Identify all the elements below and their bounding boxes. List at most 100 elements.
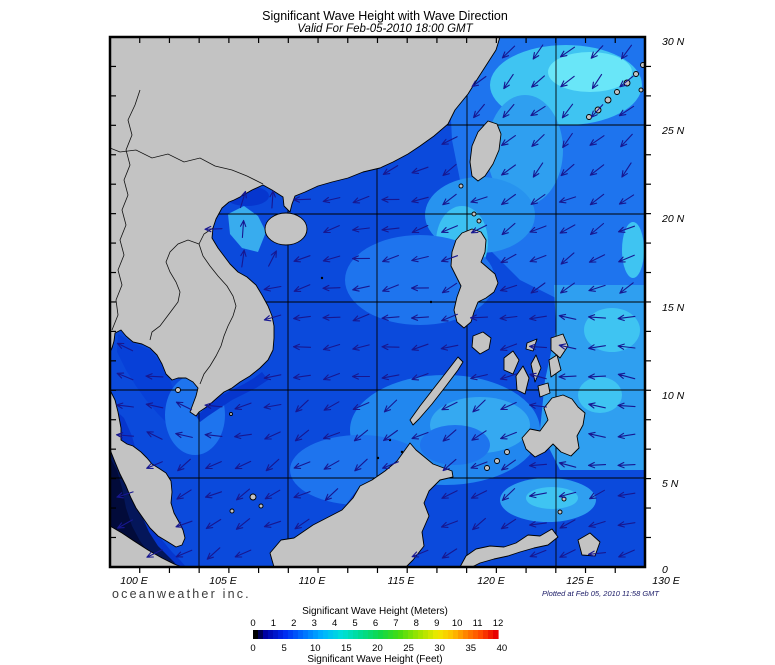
wave-direction-arrow (204, 225, 223, 233)
figure-subtitle: Valid For Feb-05-2010 18:00 GMT (297, 23, 473, 35)
wave-direction-arrow (293, 255, 311, 263)
wave-direction-arrow (294, 429, 310, 442)
wave-direction-arrow (175, 549, 193, 558)
wave-direction-arrow (323, 225, 340, 234)
land-negros (515, 365, 530, 395)
plotted-timestamp: Plotted at Feb 05, 2010 11:58 GMT (542, 589, 660, 598)
wave-direction-arrow (587, 461, 607, 469)
lat-label: 25 N (661, 125, 685, 137)
wave-direction-arrow (176, 489, 192, 500)
colorbar-segment (318, 630, 324, 639)
wave-direction-arrow (295, 399, 309, 413)
lat-label: 30 N (662, 36, 685, 48)
colorbar-segment (393, 630, 399, 639)
wave-direction-arrow (617, 432, 636, 440)
wave-direction-arrow (293, 314, 311, 322)
legend-feet-tick: 20 (372, 643, 383, 654)
wave-direction-arrow (529, 314, 547, 322)
land-layer (109, 36, 646, 568)
wave-direction-arrow (503, 73, 514, 90)
islet-speck (400, 450, 404, 454)
wave-direction-arrow (530, 194, 546, 205)
islet (604, 96, 612, 104)
wave-direction-arrow (558, 196, 577, 204)
islet (484, 465, 490, 471)
islet (249, 493, 257, 501)
wave-direction-arrow (473, 103, 485, 119)
legend-meters-tick: 2 (291, 618, 296, 629)
wave-direction-arrow (240, 249, 247, 268)
colorbar-segment (403, 630, 409, 639)
colorbar-segment (473, 630, 479, 639)
wave-arrow-layer (115, 44, 636, 560)
land-hainan (264, 212, 308, 246)
ocean-patch (578, 377, 622, 413)
wave-direction-arrow (410, 284, 430, 292)
wave-direction-arrow (502, 103, 515, 119)
wave-direction-arrow (177, 458, 191, 472)
wave-direction-arrow (322, 284, 341, 292)
colorbar-segment (353, 630, 359, 639)
colorbar-segment (418, 630, 424, 639)
islet (229, 412, 233, 416)
wave-direction-arrow (499, 314, 518, 321)
wave-direction-arrow (205, 518, 222, 530)
wave-direction-arrow (322, 343, 341, 351)
lat-label: 20 N (661, 213, 685, 225)
wave-direction-arrow (501, 488, 516, 501)
wave-direction-arrow (352, 344, 370, 351)
islet (638, 87, 644, 93)
wave-direction-arrow (441, 548, 458, 559)
wave-direction-arrow (117, 519, 133, 529)
wave-direction-arrow (620, 44, 633, 60)
wave-direction-arrow (472, 517, 486, 531)
islet (175, 387, 181, 393)
wave-direction-arrow (500, 431, 517, 440)
wave-direction-arrow (264, 489, 281, 500)
wave-direction-arrow (590, 45, 604, 59)
ocean-patch (196, 372, 268, 422)
axis-label-layer: 100 E 105 E 110 E 115 E 120 E 125 E 130 E 30 N 2… (120, 36, 684, 587)
wave-direction-arrow (206, 547, 221, 560)
legend-meters-tick: 8 (414, 618, 419, 629)
wave-direction-arrow (529, 491, 547, 499)
wave-direction-arrow (558, 461, 577, 468)
wave-direction-arrow (323, 372, 340, 381)
colorbar-segment (288, 630, 294, 639)
wave-direction-arrow (471, 430, 487, 441)
colorbar-segment (373, 630, 379, 639)
wave-direction-arrow (234, 460, 252, 470)
land-leyte (548, 354, 562, 378)
wave-direction-arrow (588, 402, 606, 409)
wave-direction-arrow (589, 489, 605, 500)
wave-direction-arrow (559, 549, 576, 558)
frame-layer (108, 35, 651, 573)
colorbar-segment (433, 630, 439, 639)
colorbar-segment (388, 630, 394, 639)
colorbar-segment (313, 630, 319, 639)
colorbar-segment (268, 630, 274, 639)
country-border (111, 89, 141, 331)
wave-direction-arrow (441, 490, 458, 499)
wave-direction-arrow (617, 461, 636, 469)
wave-direction-arrow (352, 226, 370, 233)
ocean-patch (622, 222, 644, 278)
wave-direction-arrow (442, 193, 457, 206)
colorbar-segment (263, 630, 269, 639)
lon-label: 100 E (120, 575, 148, 587)
wave-direction-arrow (617, 402, 636, 410)
colorbar-segment (343, 630, 349, 639)
wave-direction-arrow (528, 462, 548, 469)
wave-direction-arrow (322, 432, 341, 440)
wave-direction-arrow (501, 164, 516, 176)
wave-direction-arrow (588, 520, 606, 528)
land-panay (503, 350, 520, 375)
colorbar-segment (383, 630, 389, 639)
wave-direction-arrow (263, 285, 282, 292)
colorbar-segment (293, 630, 299, 639)
wave-direction-arrow (441, 401, 458, 411)
wave-direction-arrow (588, 254, 606, 263)
wave-direction-arrow (620, 133, 633, 148)
colorbar-segment (278, 630, 284, 639)
wave-direction-arrow (146, 549, 163, 558)
